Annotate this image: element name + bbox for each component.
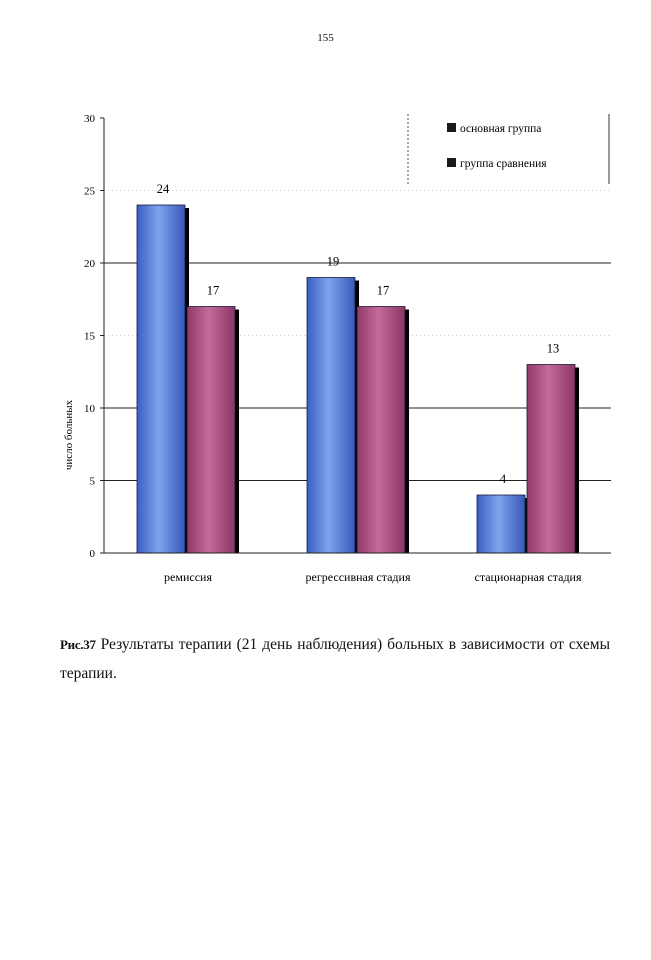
- bar-comparison-group: [186, 306, 236, 554]
- y-tick-label: 25: [84, 186, 96, 198]
- legend-label-comparison: группа сравнения: [460, 158, 547, 170]
- x-tick-label: стационарная стадия: [475, 570, 582, 584]
- y-tick-label: 0: [90, 548, 96, 560]
- data-label: 17: [377, 284, 390, 298]
- data-label: 17: [207, 284, 220, 298]
- figure-caption: Рис.37 Результаты терапии (21 день наблю…: [60, 630, 610, 688]
- bar-main-group: [476, 494, 526, 554]
- bar-chart: 0 5 10 15 20 25 30 24 17 19 17 4 13 ремиссия регресс…: [63, 113, 611, 584]
- y-tick-label: 5: [90, 476, 96, 488]
- x-axis: ремиссия регрессивная стадия стационарная …: [104, 552, 611, 584]
- y-tick-label: 15: [84, 331, 96, 343]
- bar-main-group: [136, 204, 186, 554]
- legend: основная группа группа сравнения: [407, 114, 610, 184]
- y-axis: 0 5 10 15 20 25 30: [84, 113, 105, 560]
- bar-main-group: [306, 277, 356, 554]
- data-label: 4: [500, 472, 507, 486]
- bar-comparison-group: [526, 364, 576, 554]
- figure-label: Рис.37: [60, 637, 96, 652]
- data-label: 13: [547, 342, 560, 356]
- y-axis-label: число больных: [63, 399, 75, 470]
- bars: 24 17 19 17 4 13: [136, 182, 579, 554]
- y-tick-label: 30: [84, 113, 96, 125]
- bar-comparison-group: [356, 306, 406, 554]
- x-tick-label: регрессивная стадия: [306, 570, 411, 584]
- legend-label-main: основная группа: [460, 123, 541, 135]
- legend-swatch-main: [447, 123, 456, 132]
- legend-swatch-comparison: [447, 158, 456, 167]
- y-tick-label: 10: [84, 403, 96, 415]
- caption-text: Результаты терапии (21 день наблюдения) …: [60, 636, 610, 682]
- x-tick-label: ремиссия: [164, 570, 212, 584]
- data-label: 24: [157, 182, 170, 196]
- page-number: 155: [317, 32, 334, 44]
- y-tick-label: 20: [84, 258, 96, 270]
- data-label: 19: [327, 255, 340, 269]
